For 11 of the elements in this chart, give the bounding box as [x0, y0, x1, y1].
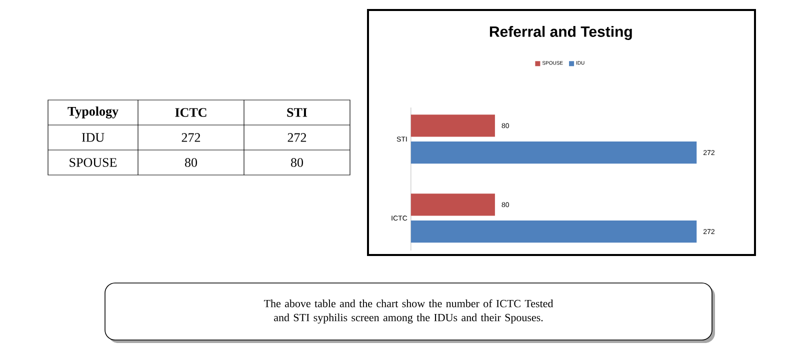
text: IDU: [82, 133, 104, 142]
text: Typology: [68, 106, 118, 118]
text: The above table and the chart show the number of ICTC Tested and STI syphilis screen among the IDUs and their Spouses.: [264, 299, 554, 324]
text: 272: [182, 133, 200, 142]
text: 80: [291, 158, 304, 167]
text: SPOUSE: [70, 158, 117, 167]
text: 272: [288, 133, 306, 142]
text: 80: [185, 158, 198, 167]
category-label: ICTC: [175, 108, 206, 117]
chart-title: Referral and Testing: [490, 26, 632, 40]
category-label: STI: [287, 108, 308, 117]
